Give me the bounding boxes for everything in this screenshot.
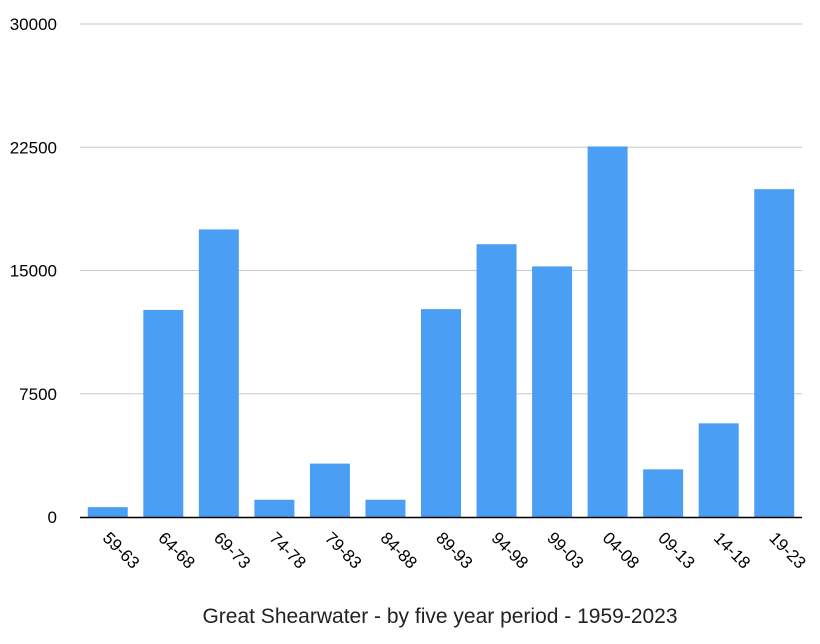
bar xyxy=(532,266,573,517)
y-tick-label: 0 xyxy=(48,508,57,527)
bar xyxy=(87,507,128,517)
x-tick-label: 84-88 xyxy=(377,528,421,572)
bar xyxy=(254,499,295,517)
x-tick-label: 69-73 xyxy=(210,528,254,572)
x-tick-label: 14-18 xyxy=(710,528,754,572)
bar xyxy=(365,499,406,517)
bar xyxy=(643,469,684,517)
x-tick-label: 89-93 xyxy=(432,528,476,572)
x-tick-label: 09-13 xyxy=(654,528,698,572)
bar xyxy=(698,423,739,517)
y-tick-label: 15000 xyxy=(10,262,57,281)
x-tick-label: 64-68 xyxy=(154,528,198,572)
y-tick-label: 7500 xyxy=(19,385,57,404)
bar xyxy=(754,189,795,517)
bar xyxy=(476,244,517,517)
bar xyxy=(587,146,628,517)
bar xyxy=(309,463,350,517)
chart-caption: Great Shearwater - by five year period -… xyxy=(202,605,678,628)
x-tick-label: 79-83 xyxy=(321,528,365,572)
bar xyxy=(421,309,461,517)
x-tick-label: 94-98 xyxy=(488,528,532,572)
x-tick-label: 74-78 xyxy=(266,528,310,572)
x-tick-label: 59-63 xyxy=(99,528,143,572)
x-tick-label: 99-03 xyxy=(543,528,587,572)
x-tick-label: 19-23 xyxy=(765,528,809,572)
bar xyxy=(198,229,239,517)
x-tick-label: 04-08 xyxy=(599,528,643,572)
bar xyxy=(143,309,184,517)
y-tick-label: 30000 xyxy=(10,15,57,34)
y-tick-label: 22500 xyxy=(10,138,57,157)
